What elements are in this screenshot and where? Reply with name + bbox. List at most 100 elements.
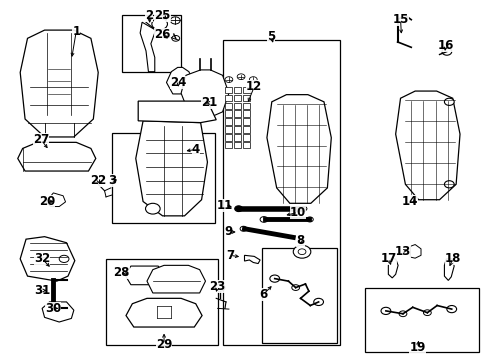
- Circle shape: [145, 203, 160, 214]
- Polygon shape: [147, 265, 205, 293]
- Polygon shape: [125, 266, 164, 285]
- Polygon shape: [244, 255, 260, 264]
- Circle shape: [240, 226, 246, 231]
- Polygon shape: [181, 70, 228, 118]
- Text: 1: 1: [72, 25, 80, 38]
- Bar: [224, 134, 232, 140]
- Text: 31: 31: [34, 284, 50, 297]
- Text: 3: 3: [107, 174, 116, 186]
- Polygon shape: [140, 22, 156, 72]
- Polygon shape: [136, 121, 207, 216]
- Text: 9: 9: [224, 225, 233, 238]
- Text: 10: 10: [289, 206, 305, 219]
- Circle shape: [306, 217, 313, 222]
- Bar: [122, 15, 181, 72]
- Circle shape: [444, 98, 453, 105]
- Bar: [224, 118, 232, 125]
- Bar: [233, 111, 241, 117]
- Circle shape: [444, 181, 453, 188]
- Text: 11: 11: [216, 199, 233, 212]
- Bar: [224, 87, 232, 93]
- Bar: [242, 126, 249, 133]
- Text: 13: 13: [394, 244, 410, 257]
- Circle shape: [170, 17, 180, 24]
- Circle shape: [298, 249, 305, 255]
- Text: 8: 8: [296, 234, 304, 247]
- Text: 20: 20: [39, 195, 55, 208]
- Circle shape: [398, 311, 406, 317]
- Text: 12: 12: [245, 80, 262, 93]
- Text: 5: 5: [266, 30, 275, 43]
- Bar: [242, 95, 249, 101]
- Text: 22: 22: [90, 174, 106, 186]
- Bar: [233, 103, 241, 109]
- Text: 2: 2: [145, 9, 153, 22]
- Text: 6: 6: [258, 288, 266, 301]
- Text: 17: 17: [380, 252, 396, 265]
- Polygon shape: [444, 259, 453, 280]
- Text: 32: 32: [34, 252, 50, 265]
- Text: 30: 30: [45, 302, 61, 315]
- Circle shape: [291, 285, 299, 291]
- Bar: [224, 95, 232, 101]
- Polygon shape: [20, 30, 98, 137]
- Circle shape: [313, 298, 323, 306]
- Text: 14: 14: [401, 195, 418, 208]
- Text: 24: 24: [170, 76, 186, 89]
- Circle shape: [423, 310, 430, 316]
- Bar: [224, 103, 232, 109]
- Bar: [233, 118, 241, 125]
- Text: 15: 15: [391, 13, 408, 26]
- Circle shape: [224, 77, 232, 82]
- Circle shape: [441, 48, 451, 55]
- Polygon shape: [395, 91, 459, 200]
- Circle shape: [171, 36, 179, 41]
- Bar: [242, 134, 249, 140]
- Polygon shape: [126, 298, 202, 327]
- Polygon shape: [20, 237, 75, 281]
- Circle shape: [269, 275, 279, 282]
- Text: 16: 16: [437, 39, 453, 52]
- Bar: [242, 111, 249, 117]
- Text: 28: 28: [113, 266, 129, 279]
- Circle shape: [293, 245, 310, 258]
- Circle shape: [152, 18, 167, 30]
- Bar: [233, 134, 241, 140]
- Bar: [224, 111, 232, 117]
- Circle shape: [59, 255, 69, 262]
- Text: 7: 7: [225, 249, 233, 262]
- Polygon shape: [46, 193, 65, 207]
- Text: 21: 21: [201, 96, 217, 109]
- Bar: [105, 259, 217, 345]
- Text: 29: 29: [156, 338, 172, 351]
- Bar: [112, 134, 215, 223]
- Polygon shape: [266, 95, 330, 203]
- Circle shape: [301, 207, 306, 211]
- Bar: [242, 142, 249, 148]
- Circle shape: [446, 306, 456, 313]
- Text: 23: 23: [209, 280, 225, 293]
- Bar: [222, 40, 339, 345]
- Polygon shape: [387, 259, 397, 278]
- Text: 18: 18: [444, 252, 461, 265]
- Circle shape: [249, 77, 257, 82]
- Polygon shape: [42, 302, 74, 322]
- Polygon shape: [18, 142, 96, 171]
- Polygon shape: [166, 67, 193, 94]
- Bar: [233, 126, 241, 133]
- Text: 27: 27: [33, 133, 49, 146]
- Bar: [242, 103, 249, 109]
- Bar: [224, 142, 232, 148]
- Text: 4: 4: [191, 143, 200, 156]
- Text: 26: 26: [154, 28, 170, 41]
- Circle shape: [237, 74, 244, 80]
- Bar: [242, 118, 249, 125]
- Circle shape: [380, 307, 390, 315]
- Circle shape: [234, 206, 242, 212]
- Bar: [224, 126, 232, 133]
- Circle shape: [215, 284, 224, 291]
- Bar: [242, 87, 249, 93]
- Polygon shape: [138, 101, 216, 123]
- Text: 19: 19: [408, 341, 425, 354]
- Text: 25: 25: [154, 9, 170, 22]
